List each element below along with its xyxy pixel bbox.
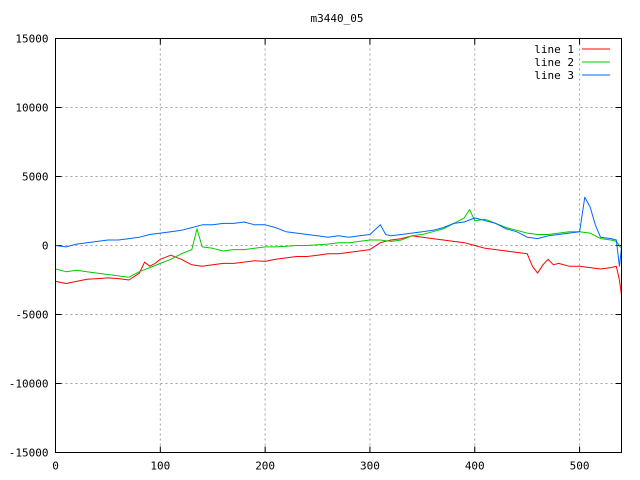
x-tick-label: 0 bbox=[52, 460, 59, 473]
y-tick-label: -10000 bbox=[9, 378, 49, 391]
x-tick-label: 200 bbox=[255, 460, 275, 473]
x-tick-label: 500 bbox=[570, 460, 590, 473]
x-tick-label: 400 bbox=[465, 460, 485, 473]
y-tick-label: -15000 bbox=[9, 447, 49, 460]
grid bbox=[55, 38, 622, 453]
legend-label: line 1 bbox=[534, 43, 574, 56]
chart-title: m3440_05 bbox=[311, 12, 364, 25]
y-tick-label: 5000 bbox=[22, 171, 49, 184]
series-lines bbox=[55, 196, 622, 296]
legend-label: line 2 bbox=[534, 56, 574, 69]
y-tick-label: 15000 bbox=[15, 33, 48, 46]
series-line bbox=[55, 209, 622, 278]
y-tick-label: 10000 bbox=[15, 102, 48, 115]
legend-label: line 3 bbox=[534, 69, 574, 82]
axis-ticks: -15000 -10000 -5000 0 5000 10000 15000 0 100 200 3… bbox=[9, 33, 622, 473]
y-tick-label: -5000 bbox=[15, 309, 48, 322]
x-tick-label: 100 bbox=[150, 460, 170, 473]
plot-frame bbox=[55, 38, 622, 453]
y-tick-label: 0 bbox=[42, 240, 49, 253]
series-line bbox=[55, 235, 622, 296]
series-line bbox=[55, 196, 622, 267]
x-tick-label: 300 bbox=[360, 460, 380, 473]
